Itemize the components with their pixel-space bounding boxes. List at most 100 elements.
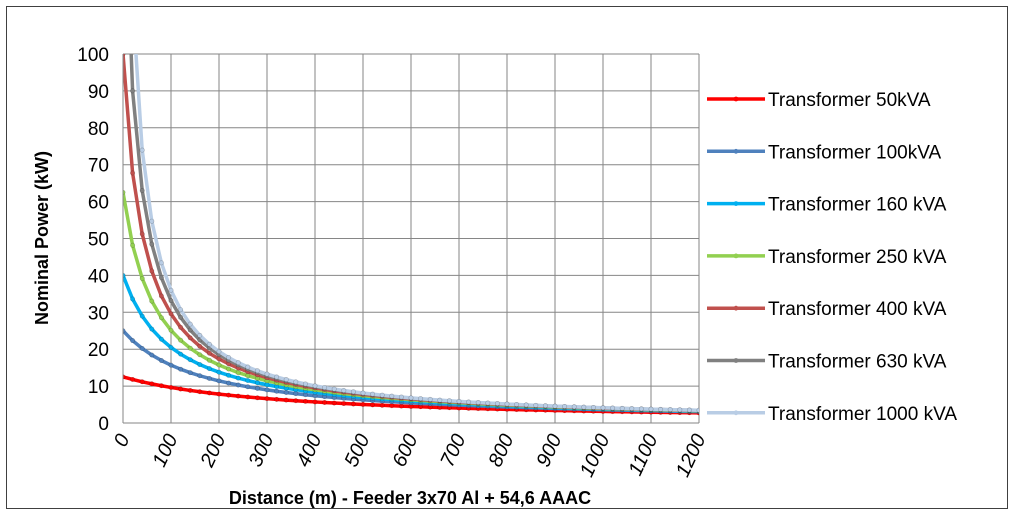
series-point [216, 378, 222, 384]
series-point [178, 351, 184, 357]
y-tick-label: 70 [88, 156, 109, 177]
series-point [533, 402, 539, 408]
y-tick-label: 50 [88, 230, 109, 251]
series-point [264, 396, 270, 402]
legend-marker [733, 305, 739, 311]
series-point [178, 366, 184, 372]
series-point [187, 345, 193, 351]
series-point [149, 326, 155, 332]
legend-label: Transformer 50kVA [768, 90, 931, 111]
x-tick-label: 200 [196, 431, 230, 471]
series-point [264, 371, 270, 377]
series-point [696, 407, 699, 413]
series-point [187, 335, 193, 341]
series-point [187, 321, 193, 327]
series-point [331, 400, 337, 406]
series-point [226, 380, 232, 386]
series-point [600, 405, 606, 411]
legend-entry: Transformer 400 kVA [707, 299, 947, 320]
series-point [197, 373, 203, 379]
legend-marker [733, 201, 739, 207]
series-point [370, 391, 376, 397]
series-point [187, 357, 193, 363]
series-point [312, 399, 318, 405]
series-point [302, 381, 308, 387]
series-point [360, 401, 366, 407]
legend-entry: Transformer 100kVA [707, 142, 941, 163]
legend-entry: Transformer 1000 kVA [707, 404, 957, 425]
series-point [178, 386, 184, 392]
series-point [149, 381, 155, 387]
series-point [341, 401, 347, 407]
y-tick-label: 100 [77, 45, 109, 66]
series-point [149, 352, 155, 358]
series-point [158, 315, 164, 321]
series-point [523, 402, 529, 408]
series-point [389, 393, 395, 399]
series-point [178, 307, 184, 313]
series-point [178, 314, 184, 320]
series-point [293, 379, 299, 385]
series-point [245, 384, 251, 390]
series-point [350, 401, 356, 407]
legend-marker [733, 358, 739, 363]
series-point [197, 389, 203, 395]
series-point [312, 383, 318, 389]
x-axis-title: Distance (m) - Feeder 3x70 Al + 54,6 AAA… [229, 488, 591, 508]
x-tick-label: 600 [388, 431, 422, 471]
series-point [485, 400, 491, 406]
series-point [542, 403, 548, 409]
legend-label: Transformer 160 kVA [768, 195, 947, 216]
series-point [216, 369, 222, 375]
series-point [245, 394, 251, 400]
series-layer [123, 54, 699, 416]
x-tick-label: 400 [292, 431, 326, 471]
chart-frame: 0 10 20 30 40 50 60 70 80 90 100 0 100 200 300 400 500 60… [6, 6, 1008, 509]
x-tick-label: 1000 [576, 431, 615, 481]
series-point [168, 327, 174, 333]
series-point [206, 350, 212, 356]
series-point [254, 368, 260, 374]
series-point [648, 406, 654, 412]
series-point [658, 406, 664, 412]
series-point [264, 387, 270, 393]
series-point [139, 345, 145, 351]
legend-marker [733, 410, 739, 416]
series-point [197, 362, 203, 368]
series-point [235, 375, 241, 381]
series-point [130, 88, 136, 94]
legend-entry: Transformer 50kVA [707, 90, 931, 111]
series-point [235, 382, 241, 388]
series-point [197, 332, 203, 338]
x-tick-label: 300 [244, 431, 278, 471]
series-point [322, 385, 328, 391]
series-point [274, 396, 280, 402]
series-point [168, 384, 174, 390]
legend-label: Transformer 630 kVA [768, 352, 947, 373]
x-tick-label: 700 [436, 431, 470, 471]
x-tick-label: 500 [340, 431, 374, 471]
series-point [283, 397, 289, 403]
series-point [254, 380, 260, 386]
legend-entry: Transformer 630 kVA [707, 352, 947, 373]
series-point [168, 344, 174, 350]
x-tick-label: 800 [484, 431, 518, 471]
legend-label: Transformer 100kVA [768, 142, 941, 163]
series-point [206, 390, 212, 396]
series-point [552, 403, 558, 409]
series-point [322, 399, 328, 405]
series-point [226, 366, 232, 372]
series-point [619, 405, 625, 411]
series-point [350, 389, 356, 395]
series-point [629, 406, 635, 412]
series-point [206, 366, 212, 372]
y-tick-label: 80 [88, 119, 109, 140]
series-point [216, 391, 222, 397]
series-point [494, 401, 500, 407]
series-point [331, 386, 337, 392]
y-tick-label: 10 [88, 377, 109, 398]
x-tick-label: 900 [532, 431, 566, 471]
series-point [139, 188, 145, 194]
